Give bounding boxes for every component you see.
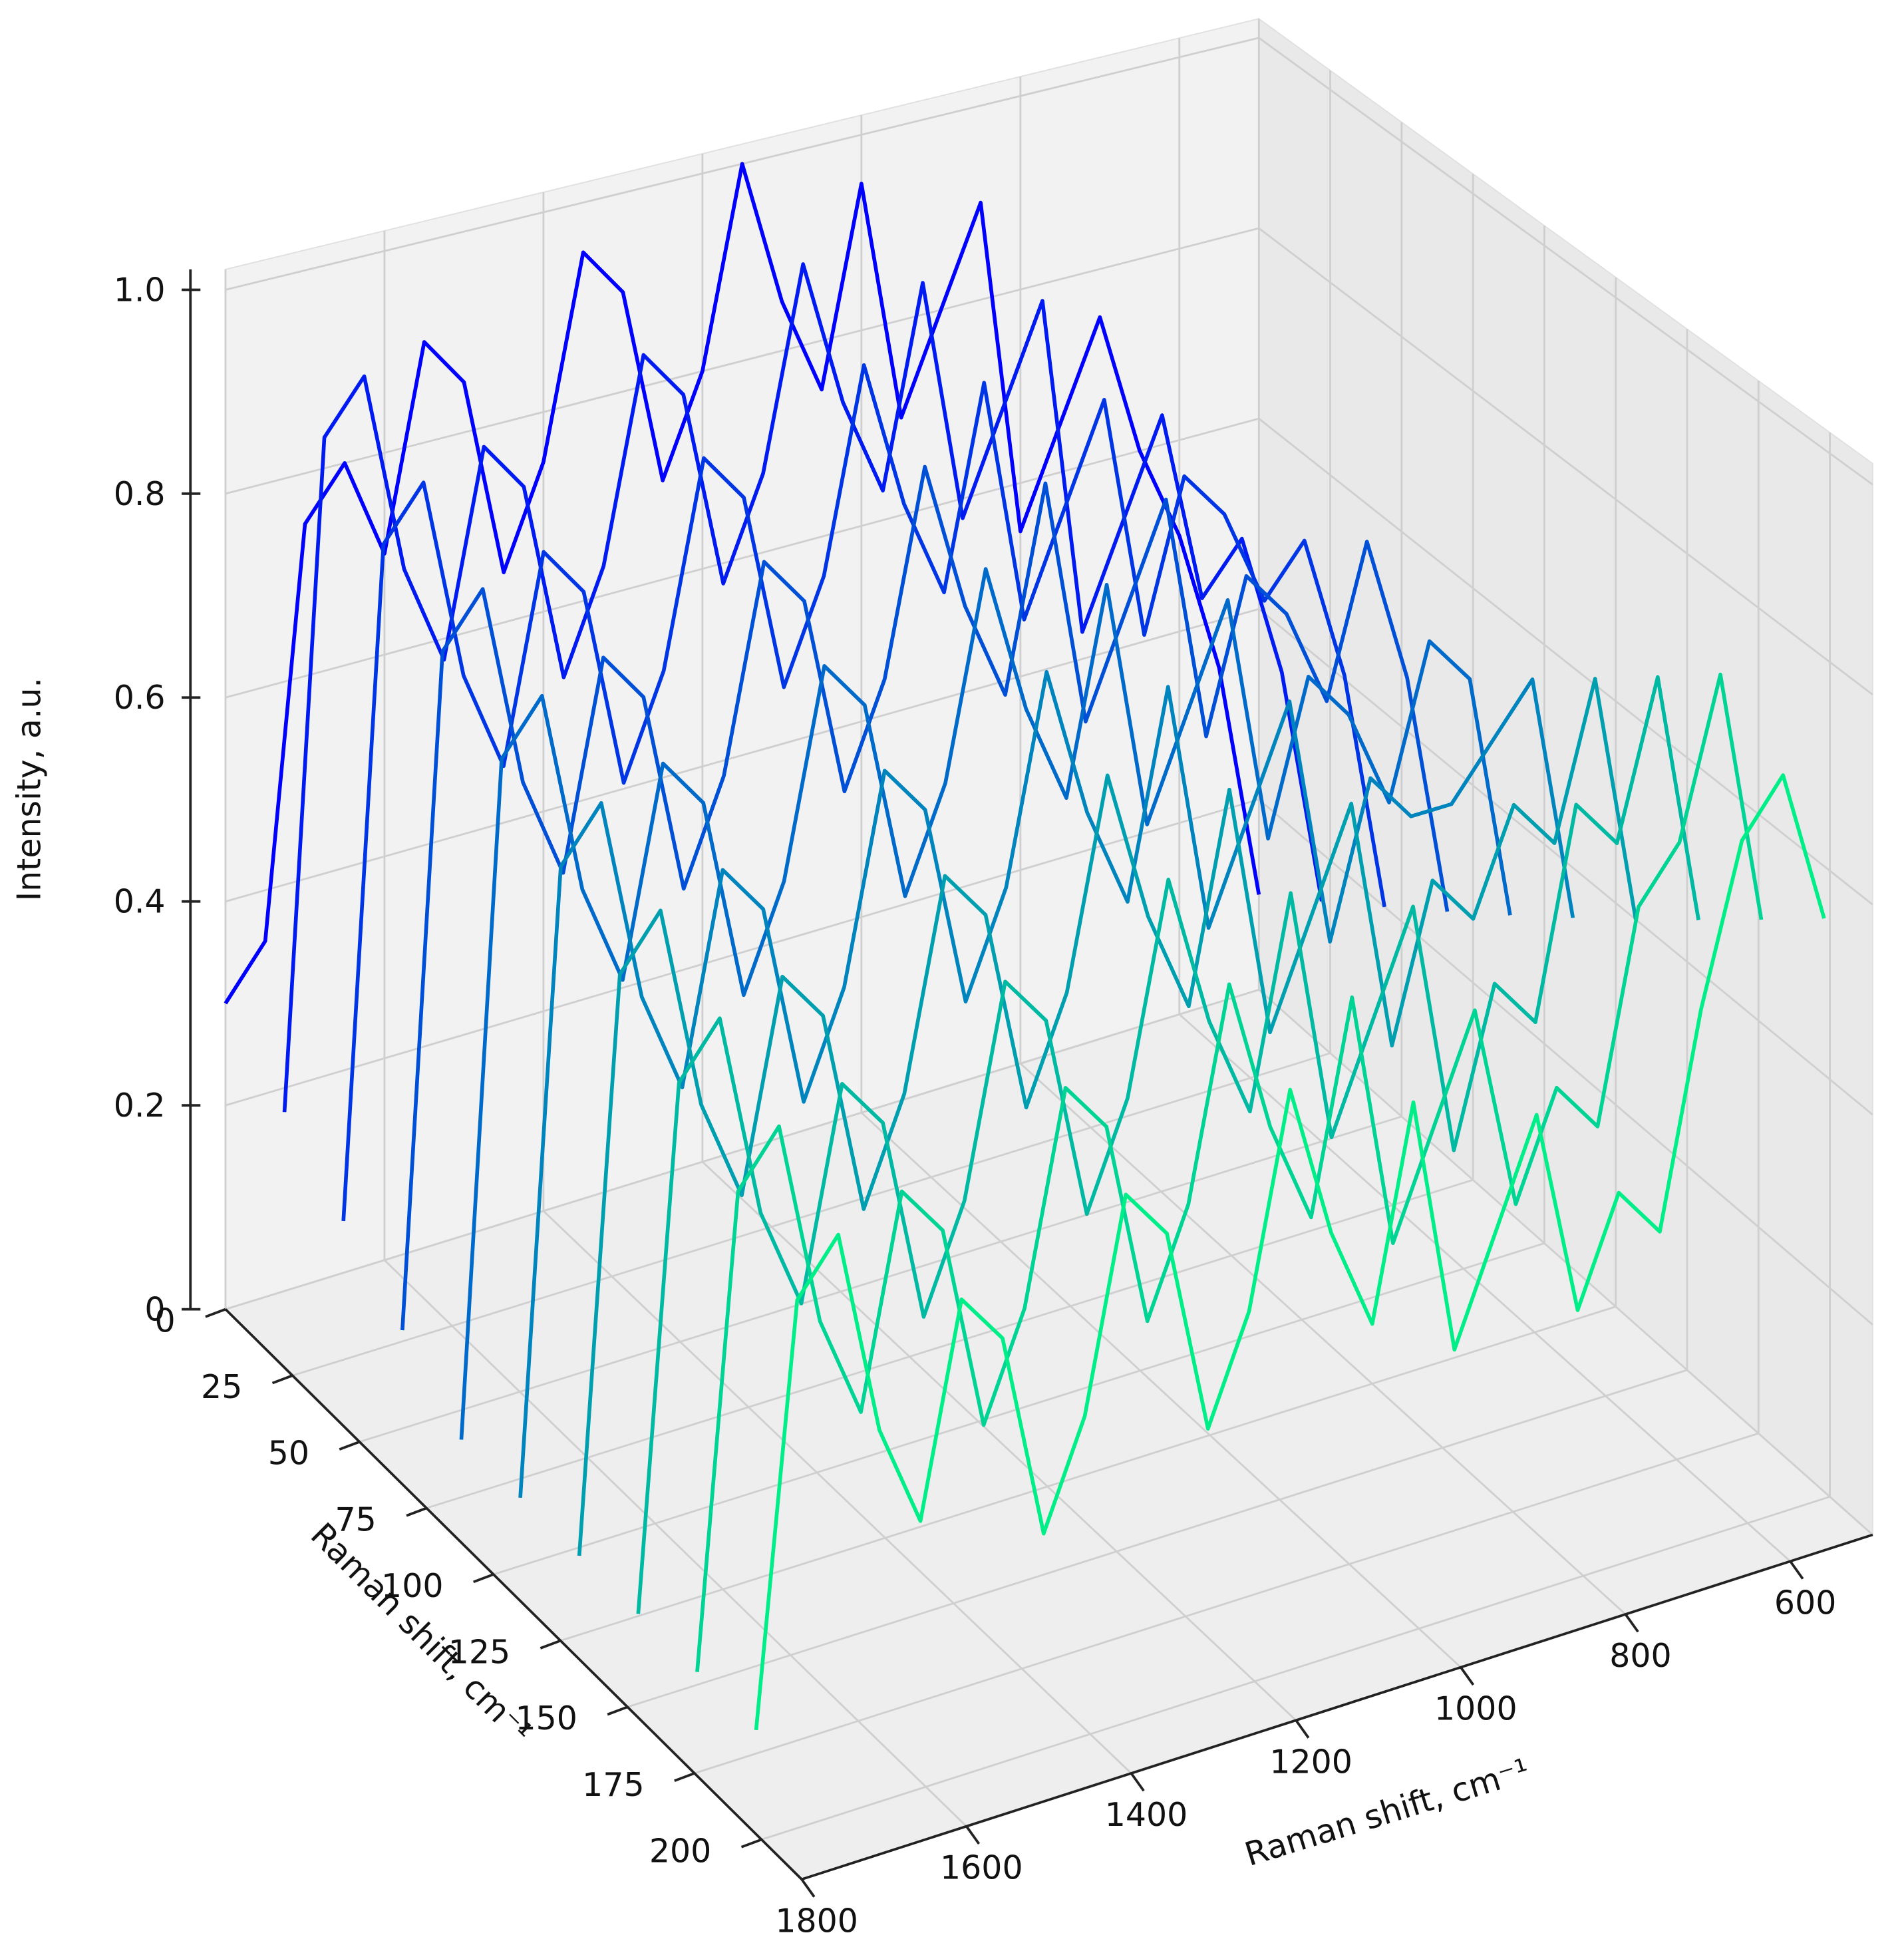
spectrum-line: [695, 672, 1764, 1672]
grid-line: [1178, 1013, 1791, 1562]
x-tick-label: 1600: [940, 1849, 1023, 1887]
grid-line: [225, 989, 1259, 1310]
grid-line: [1019, 1063, 1627, 1616]
x-tick-label: 1200: [1269, 1743, 1352, 1781]
grid-line: [225, 798, 1259, 1107]
grid-line: [761, 1495, 1830, 1841]
depth-tick: [607, 1705, 628, 1716]
grid-line: [225, 227, 1259, 495]
spectrum-line: [577, 677, 1638, 1556]
depth-tick-label: 100: [381, 1567, 443, 1605]
grid-line: [359, 1115, 1402, 1443]
grid-line: [1258, 37, 1873, 486]
spectrum-line: [754, 773, 1826, 1731]
z-tick-label: 0: [144, 1291, 165, 1329]
depth-tick-label: 125: [448, 1634, 510, 1672]
depth-tick-label: 75: [335, 1501, 376, 1538]
depth-axis-line: [224, 1308, 803, 1880]
spectrum-line: [400, 464, 1450, 1331]
x-tick: [800, 1878, 816, 1898]
depth-tick-label: 25: [201, 1368, 242, 1406]
spectrum-line: [224, 162, 1261, 1005]
x-tick: [965, 1825, 981, 1845]
depth-tick-label: 175: [582, 1766, 644, 1804]
grid-line: [627, 1369, 1688, 1708]
depth-tick-label: 50: [268, 1435, 309, 1473]
x-axis-line: [801, 1533, 1873, 1881]
z-tick-label: 0.8: [114, 475, 166, 513]
x-tick: [1295, 1719, 1310, 1739]
grid-line: [292, 1052, 1331, 1377]
depth-tick: [339, 1441, 361, 1451]
spectrum-line: [636, 675, 1700, 1614]
grid-line: [383, 1259, 967, 1827]
x-tick-label: 1400: [1105, 1796, 1188, 1834]
z-tick-label: 1.0: [114, 271, 166, 309]
x-tick-label: 600: [1774, 1584, 1836, 1622]
z-axis-title: Intensity, a.u.: [10, 677, 48, 901]
z-tick-label: 0.6: [114, 679, 166, 717]
grid-line: [694, 1432, 1759, 1775]
grid-line: [225, 417, 1259, 699]
x-tick: [1460, 1666, 1475, 1686]
grid-line: [1258, 227, 1873, 695]
grid-line: [1258, 417, 1873, 906]
grid-line: [1258, 799, 1873, 1326]
x-tick: [1789, 1560, 1804, 1580]
x-tick-label: 1800: [775, 1902, 858, 1940]
spectrum-line: [518, 669, 1575, 1498]
x-tick: [1624, 1613, 1639, 1633]
grid-line: [426, 1178, 1474, 1509]
z-tick-label: 0.2: [114, 1087, 166, 1125]
depth-tick: [271, 1374, 293, 1385]
x-tick-label: 1000: [1434, 1690, 1517, 1728]
depth-tick: [674, 1772, 695, 1782]
panes: [224, 17, 1874, 1880]
x-tick-label: 800: [1609, 1637, 1671, 1675]
grid-line: [560, 1306, 1617, 1642]
depth-tick: [540, 1639, 561, 1650]
depth-tick: [205, 1308, 226, 1318]
z-tick-label: 0.4: [114, 883, 166, 921]
spectrum-line: [282, 262, 1324, 1113]
spectrum-line: [341, 363, 1386, 1222]
depth-tick: [740, 1838, 762, 1849]
spectrum-line: [459, 567, 1512, 1440]
depth-tick-label: 0: [154, 1302, 175, 1339]
depth-tick: [473, 1573, 494, 1584]
grid-line: [225, 608, 1259, 903]
depth-tick-label: 200: [649, 1832, 711, 1870]
grid-line: [701, 1160, 1297, 1721]
depth-tick: [406, 1507, 427, 1517]
depth-tick-label: 150: [515, 1699, 577, 1737]
x-tick: [1130, 1772, 1145, 1792]
grid-line: [542, 1210, 1132, 1774]
